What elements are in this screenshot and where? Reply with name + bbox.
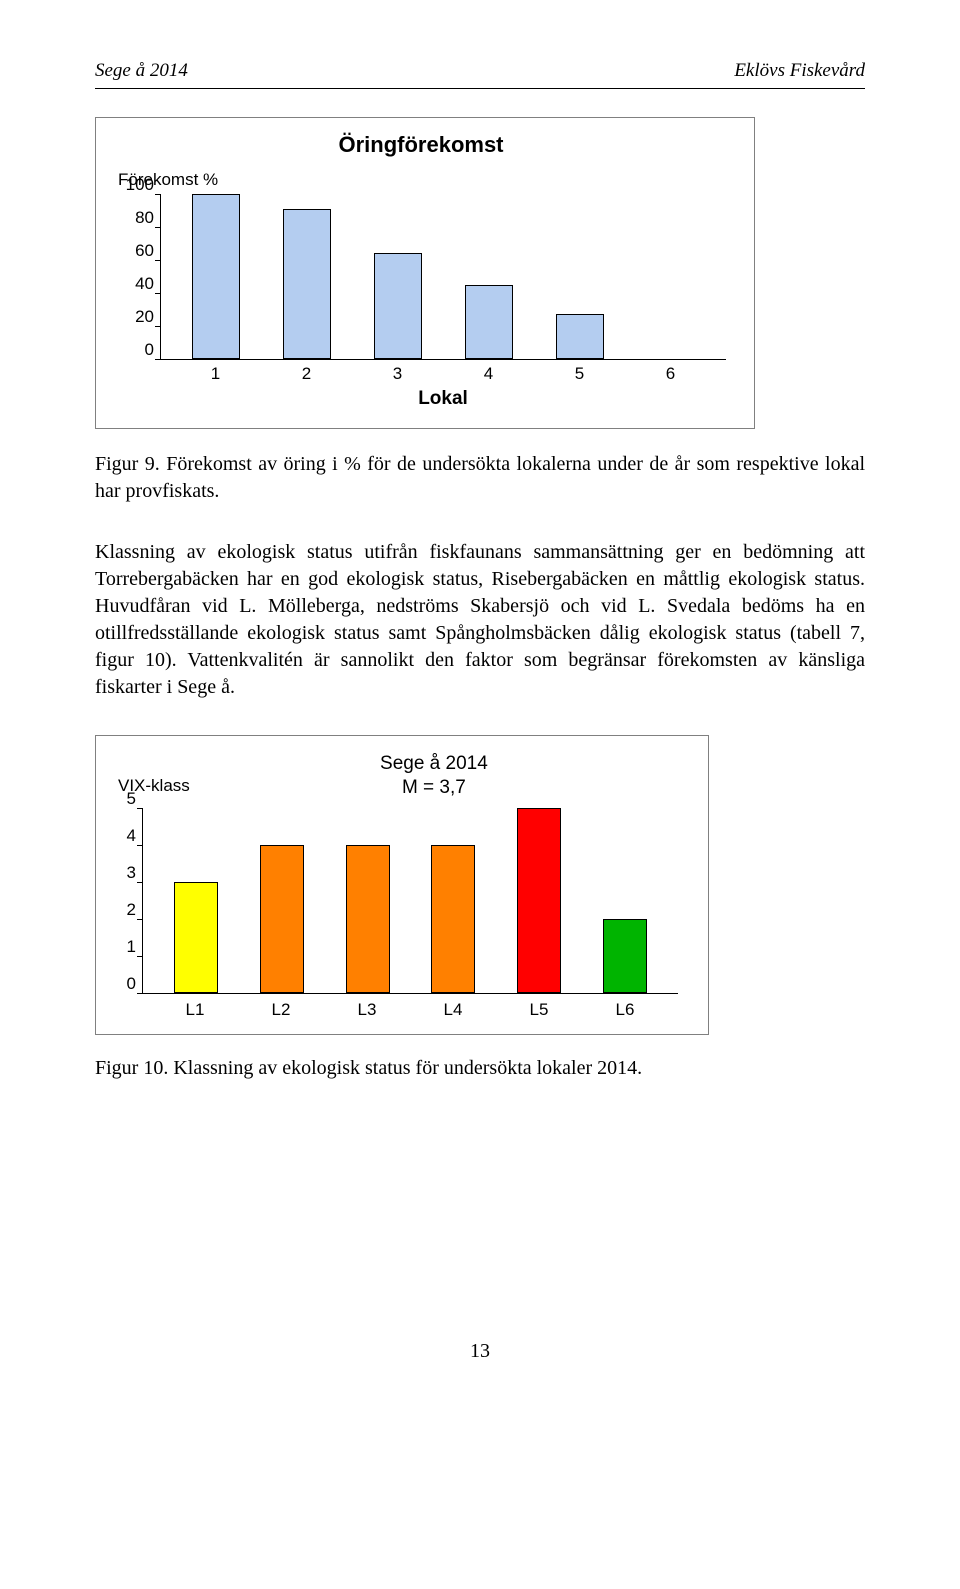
figure9-caption: Figur 9. Förekomst av öring i % för de u… <box>95 451 865 505</box>
bar <box>374 253 422 359</box>
x-tick-label: L5 <box>530 1000 549 1020</box>
y-tick-mark <box>155 359 161 360</box>
chart1-plot-row: 100806040200 <box>116 194 726 360</box>
bar <box>346 845 390 993</box>
chart2-bars <box>143 808 678 993</box>
y-tick-mark <box>137 993 143 994</box>
y-tick-mark <box>137 882 143 883</box>
bar <box>174 882 218 993</box>
spacer <box>118 994 142 1020</box>
chart2-title-line1: Sege å 2014 <box>190 752 678 776</box>
bar <box>192 194 240 359</box>
bar <box>283 209 331 359</box>
page-number: 13 <box>95 1340 865 1363</box>
y-tick-mark <box>155 293 161 294</box>
header-left: Sege å 2014 <box>95 60 188 82</box>
chart-oringforekomst: Öringförekomst Förekomst % 100806040200 … <box>95 117 755 429</box>
chart1-plot-area <box>160 194 726 360</box>
chart1-x-ticks: 1 2 3 4 5 6 <box>160 360 726 384</box>
y-tick-mark <box>155 194 161 195</box>
page-container: Sege å 2014 Eklövs Fiskevård Öringföreko… <box>0 0 960 1403</box>
chart2-x-ticks: L1 L2 L3 L4 L5 L6 <box>142 994 678 1020</box>
x-tick-label: 4 <box>484 364 493 384</box>
header-right: Eklövs Fiskevård <box>734 60 865 82</box>
chart1-x-axis-title: Lokal <box>160 388 726 410</box>
x-tick-label: 2 <box>302 364 311 384</box>
chart2-y-ticks: 543210 <box>118 809 142 994</box>
y-tick-mark <box>155 227 161 228</box>
figure10-caption: Figur 10. Klassning av ekologisk status … <box>95 1057 865 1080</box>
x-tick-label: L1 <box>186 1000 205 1020</box>
bar <box>556 314 604 359</box>
bar <box>603 919 647 993</box>
chart2-title-line2: M = 3,7 <box>190 776 678 800</box>
bar <box>465 285 513 359</box>
chart1-y-axis-title: Förekomst % <box>118 170 726 190</box>
y-tick-mark <box>137 845 143 846</box>
y-tick-mark <box>137 919 143 920</box>
chart1-title: Öringförekomst <box>116 132 726 158</box>
x-tick-label: 5 <box>575 364 584 384</box>
bar <box>517 808 561 993</box>
chart1-y-ticks: 100806040200 <box>116 195 160 360</box>
chart2-plot-row: 543210 <box>118 808 678 994</box>
x-tick-label: 6 <box>666 364 675 384</box>
header-rule <box>95 88 865 89</box>
page-header: Sege å 2014 Eklövs Fiskevård <box>95 60 865 82</box>
chart2-header-row: VIX-klass Sege å 2014 M = 3,7 <box>118 752 678 808</box>
bar <box>260 845 304 993</box>
x-tick-label: L6 <box>616 1000 635 1020</box>
bar <box>431 845 475 993</box>
chart1-bars <box>161 194 726 359</box>
x-tick-label: L2 <box>272 1000 291 1020</box>
x-tick-label: L3 <box>358 1000 377 1020</box>
spacer <box>116 360 160 410</box>
chart2-plot-area <box>142 808 678 994</box>
chart-vix-klass: VIX-klass Sege å 2014 M = 3,7 543210 L1L… <box>95 735 709 1035</box>
y-tick-mark <box>137 808 143 809</box>
x-tick-label: L4 <box>444 1000 463 1020</box>
body-paragraph: Klassning av ekologisk status utifrån fi… <box>95 539 865 701</box>
y-tick-mark <box>155 326 161 327</box>
x-tick-label: 1 <box>211 364 220 384</box>
y-tick-mark <box>137 956 143 957</box>
y-tick-mark <box>155 260 161 261</box>
x-tick-label: 3 <box>393 364 402 384</box>
chart2-title: Sege å 2014 M = 3,7 <box>190 752 678 808</box>
